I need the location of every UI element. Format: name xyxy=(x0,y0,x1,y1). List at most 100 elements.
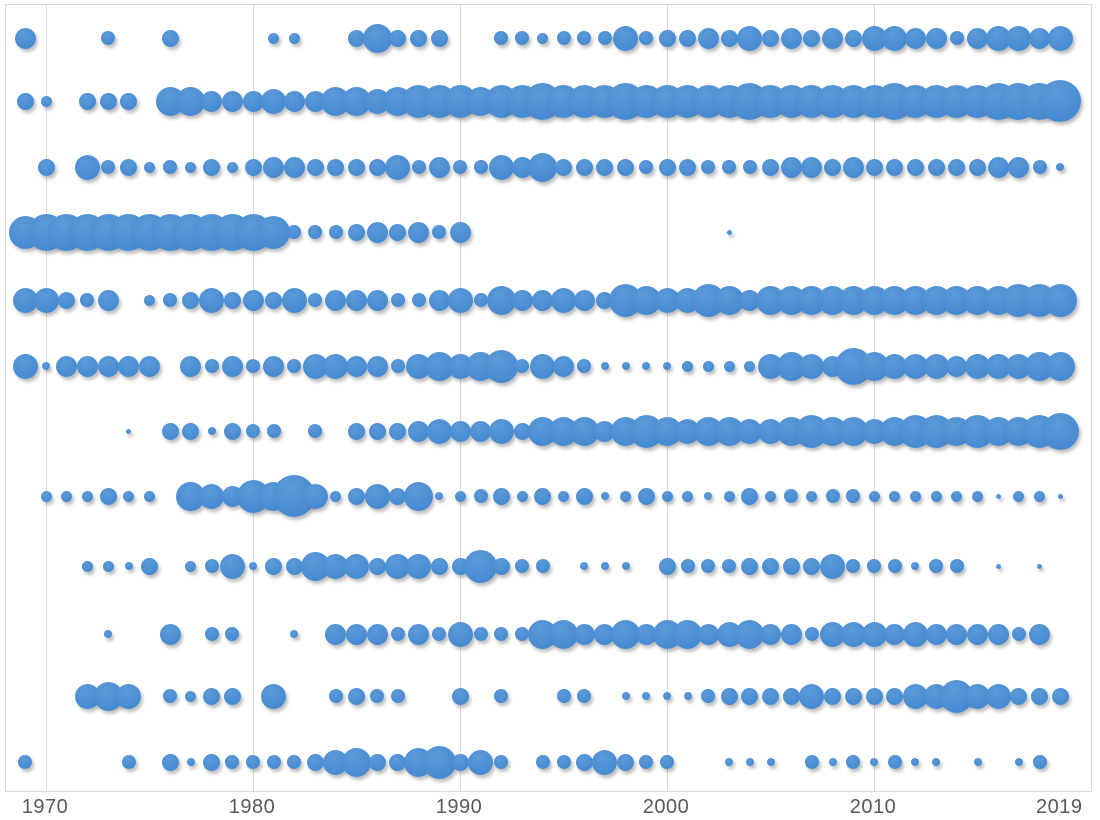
bubble-series-3-1995[interactable] xyxy=(555,158,572,176)
bubble-series-10-1987[interactable] xyxy=(390,627,405,641)
bubble-series-12-1976[interactable] xyxy=(161,753,179,771)
bubble-series-12-2004[interactable] xyxy=(745,758,754,766)
bubble-series-3-2009[interactable] xyxy=(842,156,864,178)
bubble-series-12-2018[interactable] xyxy=(1032,755,1047,769)
bubble-series-3-2014[interactable] xyxy=(948,158,966,176)
bubble-series-9-2008[interactable] xyxy=(820,553,846,579)
plot-area[interactable] xyxy=(5,4,1092,792)
bubble-series-1-2005[interactable] xyxy=(762,29,779,47)
bubble-series-5-1991[interactable] xyxy=(473,293,488,307)
bubble-series-9-1992[interactable] xyxy=(492,557,510,575)
bubble-series-11-1998[interactable] xyxy=(621,692,630,700)
bubble-series-8-2013[interactable] xyxy=(930,490,942,502)
bubble-series-5-1993[interactable] xyxy=(511,289,533,311)
bubble-series-9-1993[interactable] xyxy=(515,559,530,573)
bubble-series-3-1984[interactable] xyxy=(327,158,345,176)
bubble-series-9-2006[interactable] xyxy=(782,557,800,575)
bubble-series-2-1980[interactable] xyxy=(242,90,264,112)
bubble-series-5-1988[interactable] xyxy=(411,293,426,307)
bubble-series-11-1974[interactable] xyxy=(116,683,142,709)
bubble-series-7-1993[interactable] xyxy=(513,422,531,440)
bubble-series-9-2004[interactable] xyxy=(741,557,759,575)
bubble-series-9-1988[interactable] xyxy=(406,553,432,579)
bubble-series-6-1971[interactable] xyxy=(56,355,78,377)
bubble-series-9-2003[interactable] xyxy=(722,559,737,573)
bubble-series-11-2003[interactable] xyxy=(720,687,738,705)
bubble-series-10-1984[interactable] xyxy=(325,623,347,645)
bubble-series-6-1998[interactable] xyxy=(621,362,630,370)
bubble-series-3-1977[interactable] xyxy=(185,161,197,173)
bubble-series-8-2007[interactable] xyxy=(806,490,818,502)
bubble-series-5-1972[interactable] xyxy=(80,293,95,307)
bubble-series-6-1981[interactable] xyxy=(263,355,285,377)
bubble-series-7-1974[interactable] xyxy=(126,428,132,434)
bubble-series-9-1986[interactable] xyxy=(368,557,386,575)
bubble-series-12-2011[interactable] xyxy=(887,755,902,769)
bubble-series-12-2008[interactable] xyxy=(828,758,837,766)
bubble-series-3-1988[interactable] xyxy=(411,160,426,174)
bubble-series-2-1974[interactable] xyxy=(120,92,138,110)
bubble-series-3-1980[interactable] xyxy=(244,158,262,176)
bubble-series-12-1974[interactable] xyxy=(121,755,136,769)
bubble-series-10-1998[interactable] xyxy=(611,619,641,649)
bubble-series-8-1978[interactable] xyxy=(199,483,225,509)
bubble-series-12-2015[interactable] xyxy=(973,758,982,766)
bubble-series-1-2004[interactable] xyxy=(737,25,763,51)
bubble-series-3-2006[interactable] xyxy=(780,156,802,178)
bubble-series-2-1983[interactable] xyxy=(304,90,326,112)
bubble-series-1-2019[interactable] xyxy=(1047,25,1073,51)
bubble-series-9-1974[interactable] xyxy=(124,562,133,570)
bubble-series-1-1999[interactable] xyxy=(639,31,654,45)
bubble-series-7-1977[interactable] xyxy=(182,422,200,440)
bubble-series-9-1977[interactable] xyxy=(185,560,197,572)
bubble-series-5-1985[interactable] xyxy=(346,289,367,311)
bubble-series-3-2019[interactable] xyxy=(1056,163,1065,171)
bubble-series-12-1989[interactable] xyxy=(422,745,456,779)
bubble-series-2-1972[interactable] xyxy=(78,92,96,110)
bubble-series-10-1976[interactable] xyxy=(159,623,181,645)
bubble-series-1-2006[interactable] xyxy=(780,27,802,49)
bubble-series-11-1976[interactable] xyxy=(163,689,178,703)
bubble-series-12-2000[interactable] xyxy=(660,755,674,769)
bubble-series-3-2008[interactable] xyxy=(824,158,842,176)
bubble-series-2-1973[interactable] xyxy=(99,92,117,110)
bubble-series-3-2005[interactable] xyxy=(762,158,779,176)
bubble-series-1-1982[interactable] xyxy=(288,32,300,44)
bubble-series-6-1973[interactable] xyxy=(97,355,119,377)
bubble-series-12-1969[interactable] xyxy=(18,755,33,769)
bubble-series-8-2006[interactable] xyxy=(784,489,799,503)
bubble-series-10-2004[interactable] xyxy=(735,619,765,649)
bubble-series-8-1988[interactable] xyxy=(404,481,434,511)
bubble-series-8-1970[interactable] xyxy=(40,490,52,502)
bubble-series-7-1980[interactable] xyxy=(246,424,260,438)
bubble-series-6-1996[interactable] xyxy=(577,359,592,373)
bubble-series-1-1993[interactable] xyxy=(515,31,530,45)
bubble-series-11-2016[interactable] xyxy=(985,683,1011,709)
bubble-series-3-1990[interactable] xyxy=(453,160,467,174)
bubble-series-8-1972[interactable] xyxy=(81,490,93,502)
bubble-series-2-1977[interactable] xyxy=(176,86,206,116)
bubble-series-1-2009[interactable] xyxy=(844,29,862,47)
bubble-series-4-1987[interactable] xyxy=(389,223,407,241)
bubble-series-10-2014[interactable] xyxy=(946,623,968,645)
bubble-series-12-1990[interactable] xyxy=(451,753,469,771)
bubble-series-9-2018[interactable] xyxy=(1037,563,1043,569)
bubble-series-12-2012[interactable] xyxy=(911,758,920,766)
bubble-series-3-1972[interactable] xyxy=(74,154,100,180)
bubble-series-8-1974[interactable] xyxy=(123,490,135,502)
bubble-series-12-1992[interactable] xyxy=(494,755,509,769)
bubble-series-7-1987[interactable] xyxy=(389,422,407,440)
bubble-series-3-1994[interactable] xyxy=(528,152,558,182)
bubble-series-6-1997[interactable] xyxy=(600,362,609,370)
bubble-series-8-1987[interactable] xyxy=(389,487,407,505)
bubble-series-6-2000[interactable] xyxy=(663,362,671,370)
bubble-series-12-1981[interactable] xyxy=(266,755,281,769)
bubble-series-1-2012[interactable] xyxy=(904,27,926,49)
bubble-series-6-1993[interactable] xyxy=(515,359,530,373)
bubble-series-10-1979[interactable] xyxy=(225,627,240,641)
bubble-series-10-1982[interactable] xyxy=(290,630,299,638)
bubble-series-3-1999[interactable] xyxy=(639,160,654,174)
bubble-series-3-2000[interactable] xyxy=(658,158,676,176)
bubble-series-1-2014[interactable] xyxy=(949,31,964,45)
bubble-series-9-2002[interactable] xyxy=(701,559,716,573)
